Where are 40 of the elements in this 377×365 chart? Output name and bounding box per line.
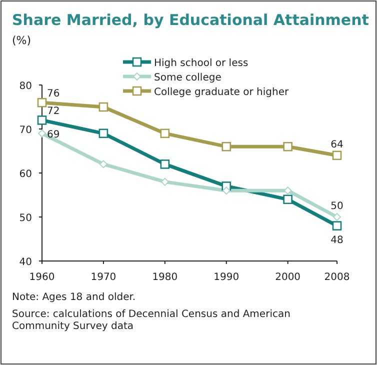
x-tick-label: 2008 xyxy=(324,272,350,283)
data-label: 48 xyxy=(330,234,344,246)
legend-label: College graduate or higher xyxy=(154,87,290,98)
x-tick-label: 1990 xyxy=(214,272,240,283)
data-label: 64 xyxy=(330,139,344,150)
point xyxy=(222,186,230,195)
text: Note: Ages 18 and older. xyxy=(12,292,136,303)
point xyxy=(333,213,341,221)
point xyxy=(98,102,108,112)
point xyxy=(160,160,170,169)
x-tick-label: 2000 xyxy=(275,272,301,283)
data-label: 76 xyxy=(47,88,60,100)
point xyxy=(99,160,108,168)
point xyxy=(332,150,342,160)
legend-label: High school or less xyxy=(154,58,248,69)
point xyxy=(160,128,170,138)
y-tick-label: 40 xyxy=(19,257,32,268)
x-tick-label: 1960 xyxy=(29,272,55,283)
point xyxy=(98,128,108,138)
y-tick-label: 60 xyxy=(19,169,32,180)
y-tick-label: 80 xyxy=(19,81,32,92)
point xyxy=(332,221,342,230)
point xyxy=(283,142,292,152)
x-tick-label: 1980 xyxy=(152,272,178,283)
point xyxy=(283,194,292,204)
chart-title: Share Married, by Educational Attainment xyxy=(12,11,369,29)
point xyxy=(37,98,47,108)
point xyxy=(38,129,46,138)
y-tick-label: 70 xyxy=(19,125,32,136)
point xyxy=(222,142,232,152)
y-tick-label: 50 xyxy=(19,213,32,224)
source-note: Source: calculations of Decennial Census and American Community Survey data xyxy=(12,309,290,332)
point xyxy=(37,116,47,125)
data-label: 72 xyxy=(47,106,60,118)
x-tick-label: 1970 xyxy=(90,272,116,283)
point xyxy=(160,178,169,186)
y-axis-title: (%) xyxy=(12,34,32,47)
legend-label: Some college xyxy=(154,72,222,84)
data-label: 50 xyxy=(330,201,344,212)
data-label: 69 xyxy=(47,129,60,140)
